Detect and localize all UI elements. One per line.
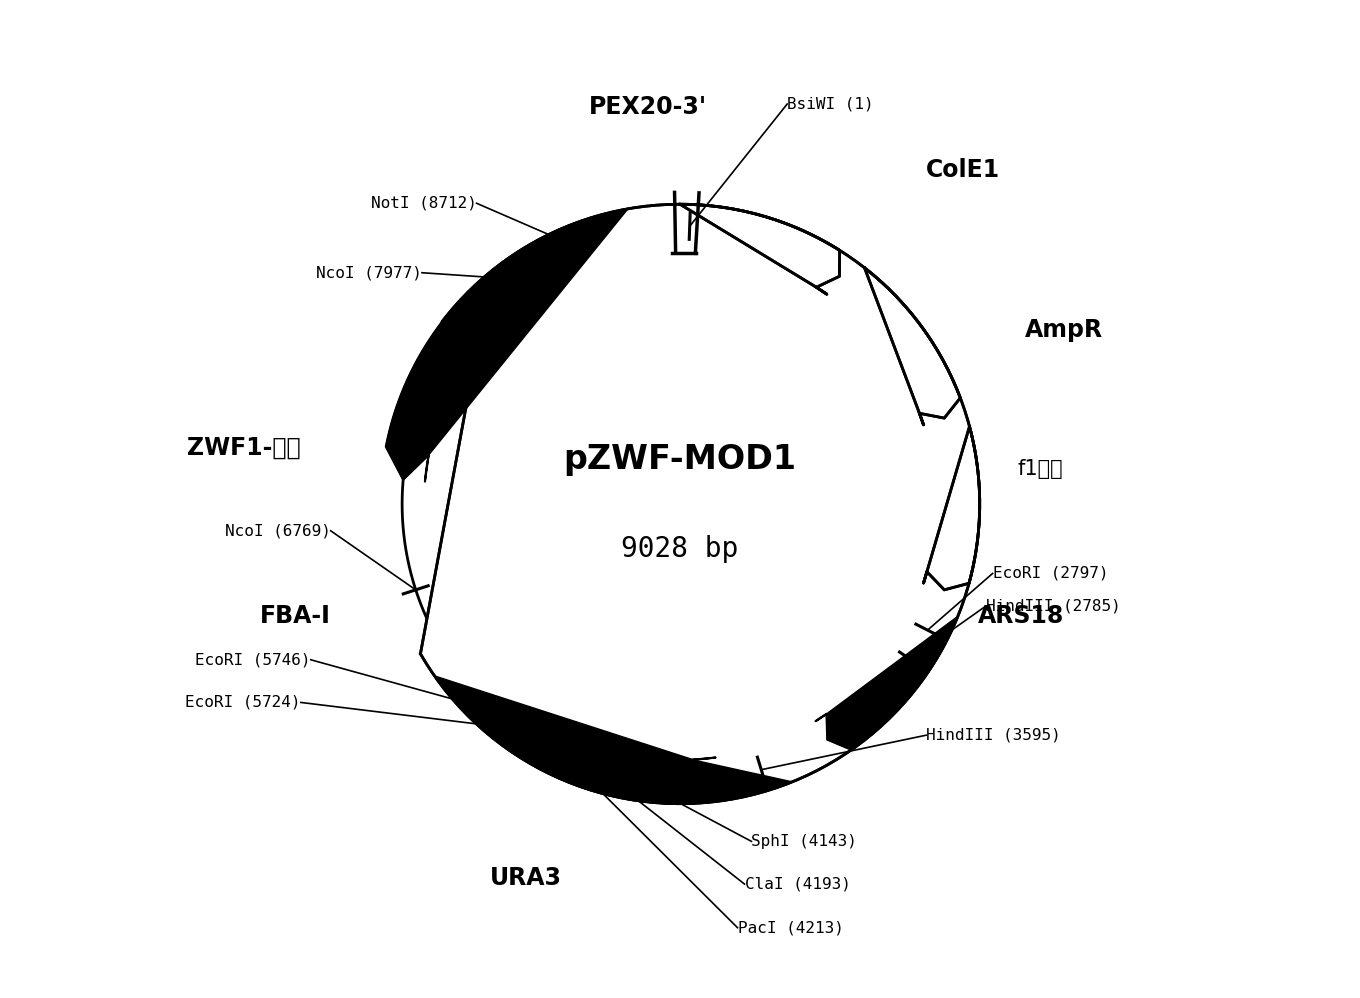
Text: EcoRI (5746): EcoRI (5746) [196, 653, 311, 668]
Polygon shape [923, 426, 979, 590]
Text: ClaI (4193): ClaI (4193) [744, 876, 850, 891]
Text: HindIII (3595): HindIII (3595) [926, 728, 1061, 743]
Text: BsiWI (1): BsiWI (1) [787, 97, 874, 112]
Text: f1起点: f1起点 [1017, 459, 1064, 479]
Text: ZWF1-基因: ZWF1-基因 [188, 435, 301, 459]
Text: pZWF-MOD1: pZWF-MOD1 [563, 443, 797, 476]
Text: EcoRI (5724): EcoRI (5724) [185, 695, 301, 710]
Text: NotI (8712): NotI (8712) [371, 196, 476, 211]
Polygon shape [408, 205, 979, 803]
Polygon shape [386, 209, 628, 482]
Polygon shape [533, 722, 793, 803]
Text: NcoI (7977): NcoI (7977) [316, 265, 422, 280]
Text: AmpR: AmpR [1025, 318, 1103, 342]
Text: HindIII (2785): HindIII (2785) [986, 599, 1121, 614]
Text: 9028 bp: 9028 bp [622, 535, 738, 563]
Text: URA3: URA3 [490, 866, 562, 890]
Polygon shape [680, 205, 839, 294]
Polygon shape [865, 267, 960, 425]
Polygon shape [434, 676, 718, 803]
Polygon shape [816, 616, 957, 749]
Text: PacI (4213): PacI (4213) [737, 920, 843, 935]
Text: ARS18: ARS18 [978, 604, 1064, 628]
Text: NcoI (6769): NcoI (6769) [224, 523, 330, 538]
Text: FBA-I: FBA-I [260, 604, 330, 628]
Text: EcoRI (2797): EcoRI (2797) [993, 566, 1108, 581]
Text: PEX20-3': PEX20-3' [589, 95, 707, 119]
Text: SphI (4143): SphI (4143) [752, 834, 857, 849]
Text: ColE1: ColE1 [926, 158, 1000, 182]
